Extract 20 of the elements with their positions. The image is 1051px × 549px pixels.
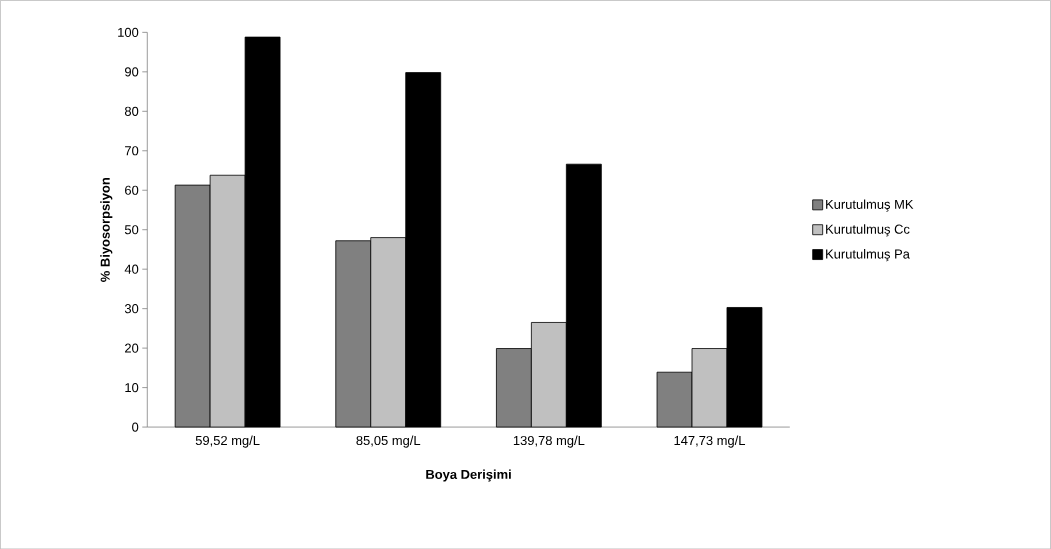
y-tick-label: 50 <box>124 224 139 235</box>
y-tick-label: 10 <box>125 382 139 392</box>
x-tick-label: 85,05 mg/L <box>356 435 421 448</box>
x-tick-label: 139,78 mg/L <box>513 435 585 448</box>
y-axis-title: % Biyosorpsiyon <box>100 177 113 282</box>
y-tick-label: 20 <box>125 343 139 353</box>
y-tick-label: 40 <box>124 264 139 274</box>
x-axis-title: Boya Derişimi <box>426 469 511 482</box>
y-tick-label: 100 <box>118 27 139 37</box>
y-tick-label: 90 <box>124 67 139 77</box>
legend-label: Kurutulmuş Pa <box>826 248 910 262</box>
legend-label: Kurutulmuş Cc <box>826 224 910 237</box>
y-tick-label: 0 <box>132 422 139 432</box>
y-tick-label: 80 <box>124 106 139 116</box>
legend-label: Kurutulmuş MK <box>826 199 914 212</box>
x-tick-label: 147,73 mg/L <box>674 435 746 448</box>
y-tick-label: 30 <box>124 303 139 314</box>
y-tick-label: 60 <box>125 185 139 195</box>
x-tick-label: 59,52 mg/L <box>195 435 260 448</box>
y-tick-label: 70 <box>125 146 139 156</box>
